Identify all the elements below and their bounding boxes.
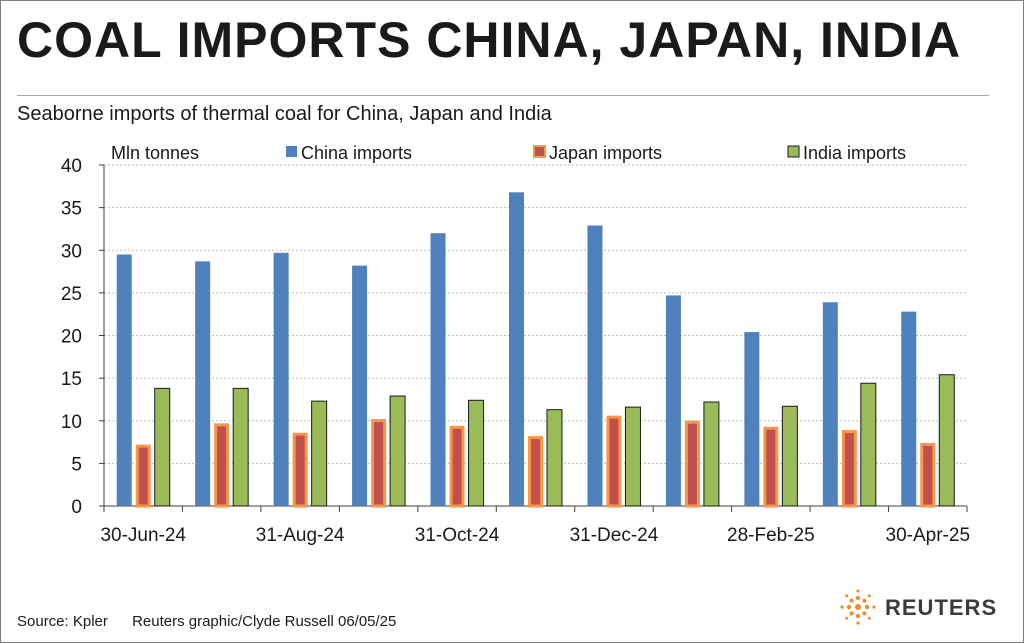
bar-japan-imports <box>528 436 543 508</box>
bar-japan-imports <box>920 442 936 508</box>
credit-note: Reuters graphic/Clyde Russell 06/05/25 <box>132 613 397 630</box>
bar-china-imports <box>273 252 289 506</box>
y-tick-label: 35 <box>61 199 82 220</box>
bar-china-imports <box>822 302 838 506</box>
x-tick-label: 31-Aug-24 <box>256 525 345 546</box>
x-tick-label: 31-Dec-24 <box>570 525 659 546</box>
bar-japan-imports <box>135 444 151 508</box>
unit-label: Mln tonnes <box>111 143 199 163</box>
bar-india-imports <box>232 387 249 507</box>
bar-china-imports <box>665 295 681 506</box>
legend-label-china-imports: China imports <box>301 143 412 163</box>
bar-japan-imports <box>449 425 465 508</box>
bar-china-imports <box>195 261 211 506</box>
bar-china-imports <box>744 332 760 506</box>
chart-title: COAL IMPORTS CHINA, JAPAN, INDIA <box>17 12 962 68</box>
bar-china-imports <box>587 225 603 506</box>
bar-chart: 0 5 10 15 20 25 30 35 40 30-Jun-24 31-Aug-24 31-Oct… <box>61 143 971 546</box>
y-tick-label: 5 <box>71 454 82 475</box>
bar-japan-imports <box>214 423 230 508</box>
y-tick-label: 15 <box>61 369 82 390</box>
chart-subtitle: Seaborne imports of thermal coal for Chi… <box>17 103 552 125</box>
bar-india-imports <box>311 400 328 507</box>
bar-india-imports <box>154 387 171 507</box>
x-tick-label: 28-Feb-25 <box>727 525 815 546</box>
reuters-logo: REUTERS <box>837 587 1009 627</box>
bar-china-imports <box>430 233 446 506</box>
reuters-wordmark: REUTERS <box>885 595 998 620</box>
bar-japan-imports <box>371 419 387 508</box>
source-note: Source: Kpler <box>17 613 108 630</box>
bar-india-imports <box>624 406 641 507</box>
legend-label-india-imports: India imports <box>803 143 906 163</box>
bar-china-imports <box>901 311 917 506</box>
legend-swatch-japan-imports <box>533 145 546 158</box>
y-tick-label: 30 <box>61 241 82 262</box>
y-tick-label: 0 <box>71 497 82 518</box>
bar-japan-imports <box>606 415 622 508</box>
bar-india-imports <box>703 401 720 507</box>
bar-india-imports <box>938 374 955 507</box>
bar-india-imports <box>546 409 563 507</box>
bar-india-imports <box>781 405 798 507</box>
bar-india-imports <box>389 395 406 507</box>
title-divider <box>17 95 989 96</box>
y-tick-label: 10 <box>61 412 82 433</box>
bar-china-imports <box>116 254 132 506</box>
legend-swatch-india-imports <box>787 145 800 158</box>
legend-swatch-china-imports <box>286 146 297 157</box>
x-tick-label: 31-Oct-24 <box>415 525 500 546</box>
y-tick-label: 40 <box>61 156 82 177</box>
reuters-logo-icon <box>840 589 876 625</box>
bar-japan-imports <box>763 426 779 508</box>
bar-japan-imports <box>841 430 857 508</box>
y-tick-label: 25 <box>61 284 82 305</box>
bar-india-imports <box>468 399 485 507</box>
legend-label-japan-imports: Japan imports <box>549 143 662 163</box>
bar-china-imports <box>352 265 368 506</box>
x-tick-label: 30-Jun-24 <box>100 525 186 546</box>
bar-japan-imports <box>292 432 308 508</box>
bar-india-imports <box>860 382 877 507</box>
y-tick-label: 20 <box>61 327 82 348</box>
bar-china-imports <box>509 192 524 506</box>
bar-japan-imports <box>684 420 700 508</box>
footer: Source: Kpler Reuters graphic/Clyde Russ… <box>17 613 416 630</box>
x-tick-label: 30-Apr-25 <box>886 525 971 546</box>
